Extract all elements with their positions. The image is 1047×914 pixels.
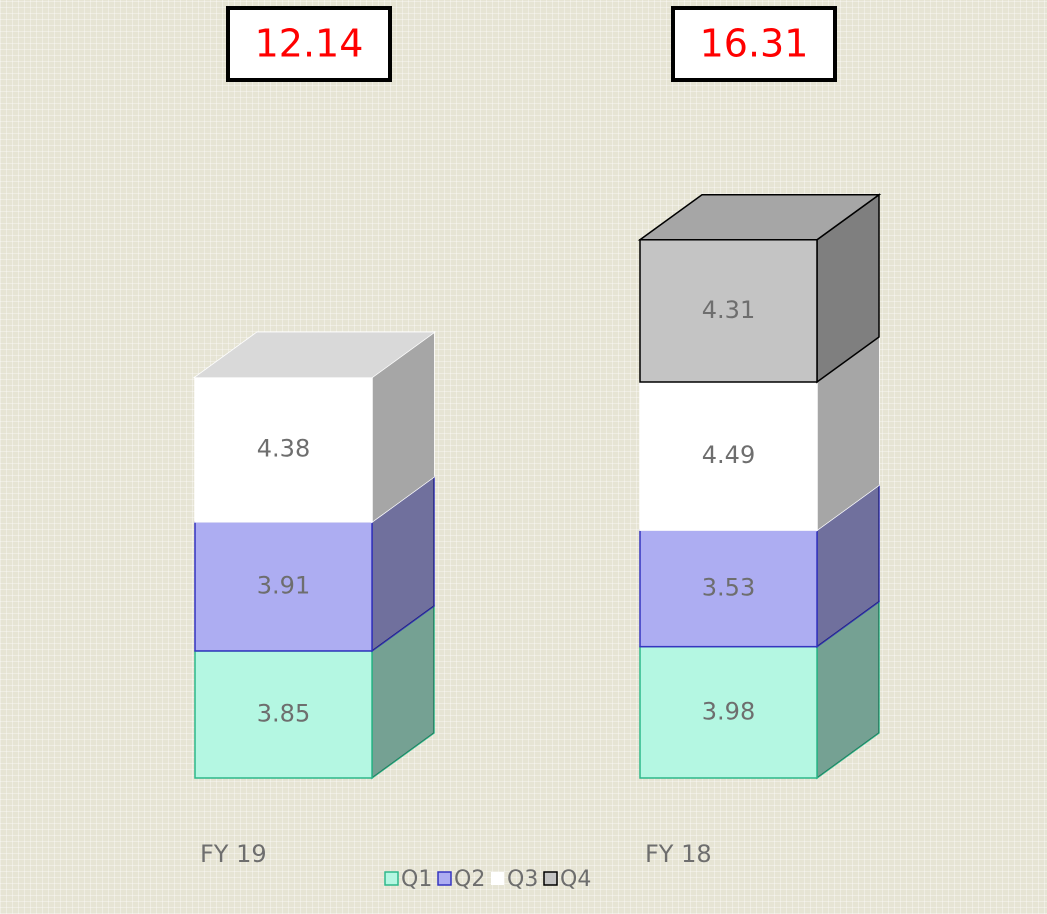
bar-top	[192, 331, 437, 379]
data-label: 4.49	[702, 441, 755, 469]
legend-swatch	[437, 871, 452, 886]
bar	[639, 529, 818, 648]
legend-label: Q1	[401, 867, 432, 892]
data-label: 3.98	[702, 697, 755, 725]
data-label: 4.31	[702, 296, 755, 324]
total-label: 12.14	[255, 22, 364, 66]
legend-swatch	[384, 871, 399, 886]
bar-top-shade	[640, 194, 879, 240]
legend-label: Q2	[454, 867, 485, 892]
bar-top-shade	[195, 332, 434, 378]
legend-label: Q3	[507, 867, 538, 892]
data-label: 3.85	[257, 699, 310, 727]
legend-swatch	[543, 871, 558, 886]
bar-top	[637, 194, 882, 241]
bar-side-shade	[372, 476, 434, 651]
bar-side-shade	[817, 601, 879, 778]
bar-side-shade	[372, 332, 434, 522]
bar	[639, 239, 818, 383]
legend-swatch	[491, 872, 504, 885]
bar	[194, 521, 373, 652]
total-box	[226, 6, 392, 82]
x-tick-label: FY 19	[200, 840, 267, 868]
x-tick-label: FY 18	[645, 840, 712, 868]
bar	[194, 376, 373, 523]
total-label: 16.31	[700, 22, 809, 66]
bar-side-shade	[372, 605, 434, 778]
bar	[639, 645, 818, 779]
bar-side-shade	[817, 337, 879, 531]
data-label: 4.38	[257, 435, 310, 463]
bar-side-shade	[817, 194, 879, 382]
legend-label: Q4	[560, 867, 591, 892]
total-box	[671, 6, 837, 82]
data-label: 3.91	[257, 571, 310, 599]
data-label: 3.53	[702, 573, 755, 601]
bar	[194, 650, 373, 779]
bar-side-shade	[817, 485, 879, 647]
